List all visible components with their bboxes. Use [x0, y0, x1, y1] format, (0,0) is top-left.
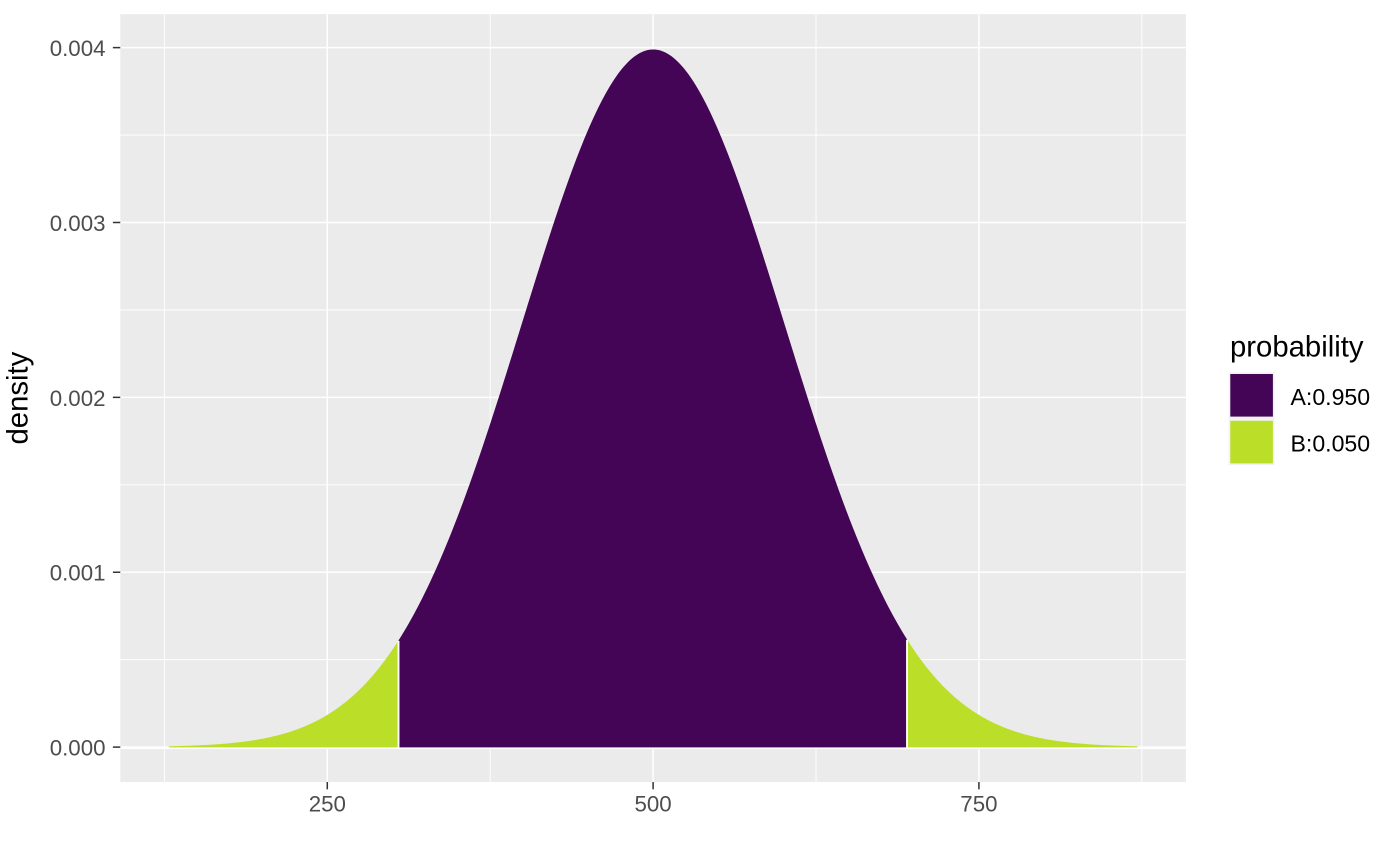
svg-text:B:0.050: B:0.050	[1291, 431, 1371, 457]
svg-text:250: 250	[309, 792, 346, 817]
svg-text:probability: probability	[1230, 330, 1364, 363]
svg-text:0.002: 0.002	[50, 386, 106, 411]
svg-text:0.004: 0.004	[50, 36, 106, 61]
svg-text:750: 750	[960, 792, 997, 817]
svg-text:0.003: 0.003	[50, 211, 106, 236]
svg-text:A:0.950: A:0.950	[1291, 384, 1371, 410]
svg-text:0.001: 0.001	[50, 561, 106, 586]
svg-text:0.000: 0.000	[50, 736, 106, 761]
svg-text:500: 500	[634, 792, 671, 817]
svg-text:density: density	[2, 351, 35, 444]
